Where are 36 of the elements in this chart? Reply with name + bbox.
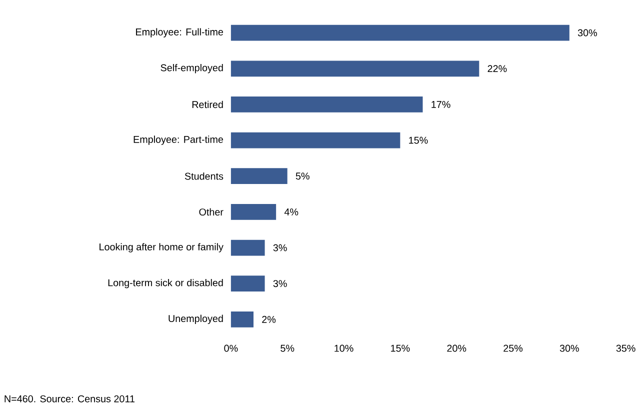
data-label: 17% <box>432 101 450 108</box>
bar <box>230 240 265 256</box>
bar <box>230 132 400 148</box>
y-tick-label: Unemployed <box>168 314 223 324</box>
bar <box>230 276 265 292</box>
y-tick-label: Employee: Full-time <box>136 28 224 38</box>
x-tick-label: 5% <box>280 344 294 352</box>
x-tick-label: 15% <box>391 344 410 352</box>
bar <box>230 312 254 328</box>
y-tick-label: Long-term sick or disabled <box>108 279 223 288</box>
data-label: 3% <box>273 280 287 288</box>
bar <box>230 204 276 220</box>
y-tick-label: Students <box>184 172 224 180</box>
y-tick-label: Retired <box>192 100 223 108</box>
x-tick-label: 20% <box>447 344 466 352</box>
bar <box>230 96 423 113</box>
data-label: 22% <box>488 65 507 72</box>
x-tick-label: 25% <box>504 344 523 352</box>
data-label: 3% <box>273 244 287 252</box>
bar <box>230 60 480 77</box>
y-tick-label: Other <box>199 208 224 216</box>
data-label: 2% <box>262 316 276 324</box>
data-label: 4% <box>284 208 298 216</box>
x-tick-label: 30% <box>560 344 579 352</box>
data-label: 5% <box>296 172 310 180</box>
data-label: 30% <box>578 29 597 36</box>
x-tick-label: 0% <box>224 344 238 352</box>
text: N=460. Source: Census 2011 <box>4 395 135 402</box>
y-tick-label: Looking after home or family <box>100 243 224 252</box>
x-tick-label: 10% <box>334 344 354 352</box>
bar <box>230 24 570 41</box>
data-label: 15% <box>409 136 428 144</box>
bar <box>230 168 288 184</box>
y-tick-label: Employee: Part-time <box>134 136 224 146</box>
y-tick-label: Self-employed <box>160 64 223 74</box>
x-tick-label: 35% <box>616 344 636 352</box>
